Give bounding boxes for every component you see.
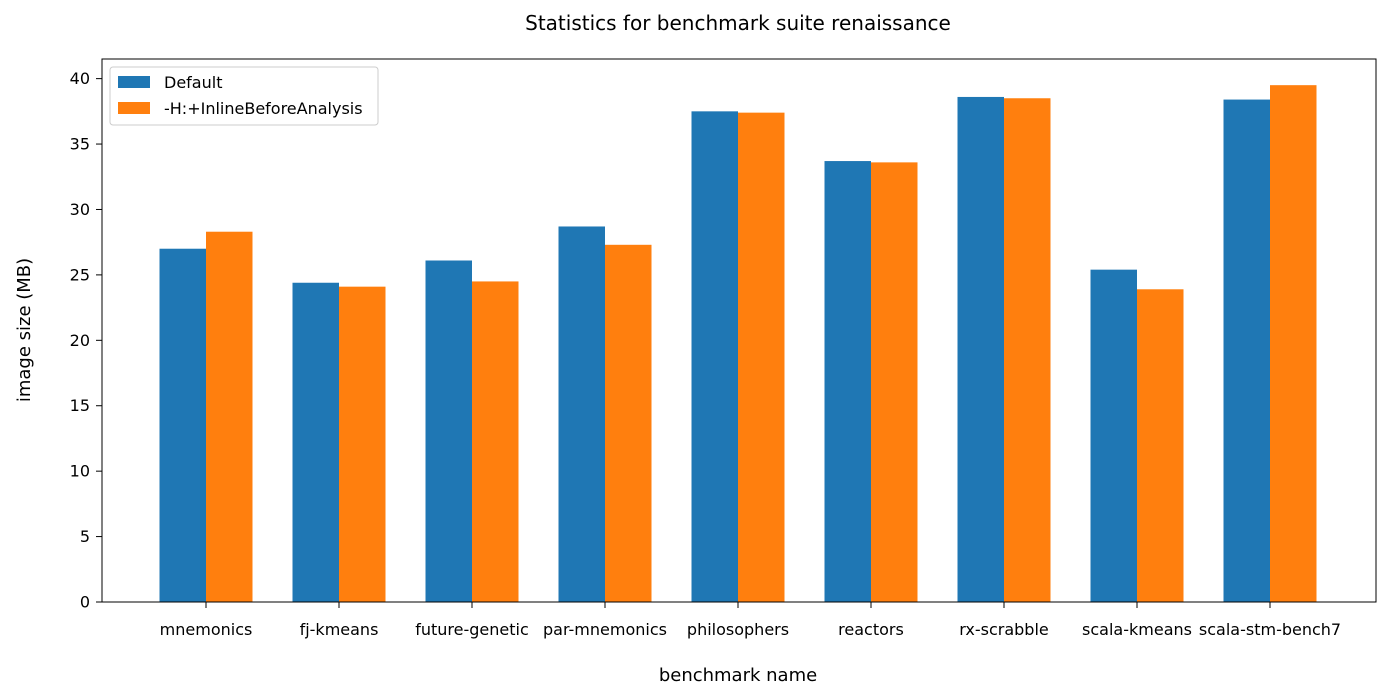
x-tick-label: mnemonics <box>160 620 253 639</box>
bar-mnemonics-inline-before-analysis <box>206 231 253 602</box>
y-tick-label: 40 <box>70 69 90 88</box>
bar-fj-kmeans-default <box>292 282 339 602</box>
bars-layer <box>159 85 1317 603</box>
x-axis: mnemonics fj-kmeans future-genetic par-mnem… <box>160 602 1341 639</box>
legend-label: Default <box>164 73 222 92</box>
y-tick-label: 30 <box>70 200 90 219</box>
bar-scala-stm-bench7-default <box>1223 99 1270 602</box>
x-tick-label: scala-kmeans <box>1082 620 1192 639</box>
x-tick-label: rx-scrabble <box>959 620 1049 639</box>
bar-future-genetic-inline-before-analysis <box>472 281 519 602</box>
y-tick-label: 10 <box>70 462 90 481</box>
y-tick-label: 5 <box>80 527 90 546</box>
bar-rx-scrabble-inline-before-analysis <box>1004 98 1051 602</box>
legend: Default -H:+InlineBeforeAnalysis <box>109 66 379 126</box>
x-tick-label: philosophers <box>687 620 789 639</box>
plot-frame <box>101 58 1377 603</box>
legend-swatch <box>118 76 150 88</box>
bar-scala-kmeans-inline-before-analysis <box>1137 289 1184 602</box>
bar-scala-stm-bench7-inline-before-analysis <box>1270 85 1317 602</box>
bar-mnemonics-default <box>159 248 206 602</box>
x-tick-label: scala-stm-bench7 <box>1199 620 1341 639</box>
chart-title: Statistics for benchmark suite renaissan… <box>525 11 951 35</box>
bar-philosophers-default <box>691 111 738 603</box>
legend-label: -H:+InlineBeforeAnalysis <box>164 99 363 118</box>
y-tick-label: 35 <box>70 135 90 154</box>
bar-fj-kmeans-inline-before-analysis <box>339 286 386 602</box>
y-axis: 0 5 10 15 20 25 30 35 40 <box>70 69 102 612</box>
bar-par-mnemonics-inline-before-analysis <box>605 244 652 602</box>
x-axis-title: benchmark name <box>659 665 817 686</box>
x-tick-label: fj-kmeans <box>300 620 379 639</box>
bar-rx-scrabble-default <box>957 96 1004 602</box>
y-tick-label: 25 <box>70 265 90 284</box>
y-tick-label: 0 <box>80 593 90 612</box>
x-tick-label: par-mnemonics <box>543 620 667 639</box>
y-tick-label: 20 <box>70 331 90 350</box>
legend-swatch <box>118 102 150 114</box>
bar-reactors-inline-before-analysis <box>871 162 918 602</box>
x-tick-label: reactors <box>838 620 904 639</box>
y-tick-label: 15 <box>70 396 90 415</box>
bar-future-genetic-default <box>425 260 472 602</box>
legend-box <box>109 66 379 126</box>
y-axis-title: image size (MB) <box>14 258 35 402</box>
bar-par-mnemonics-default <box>558 226 605 602</box>
bar-reactors-default <box>824 161 871 602</box>
bar-scala-kmeans-default <box>1090 269 1137 602</box>
bar-philosophers-inline-before-analysis <box>738 112 785 602</box>
x-tick-label: future-genetic <box>415 620 529 639</box>
